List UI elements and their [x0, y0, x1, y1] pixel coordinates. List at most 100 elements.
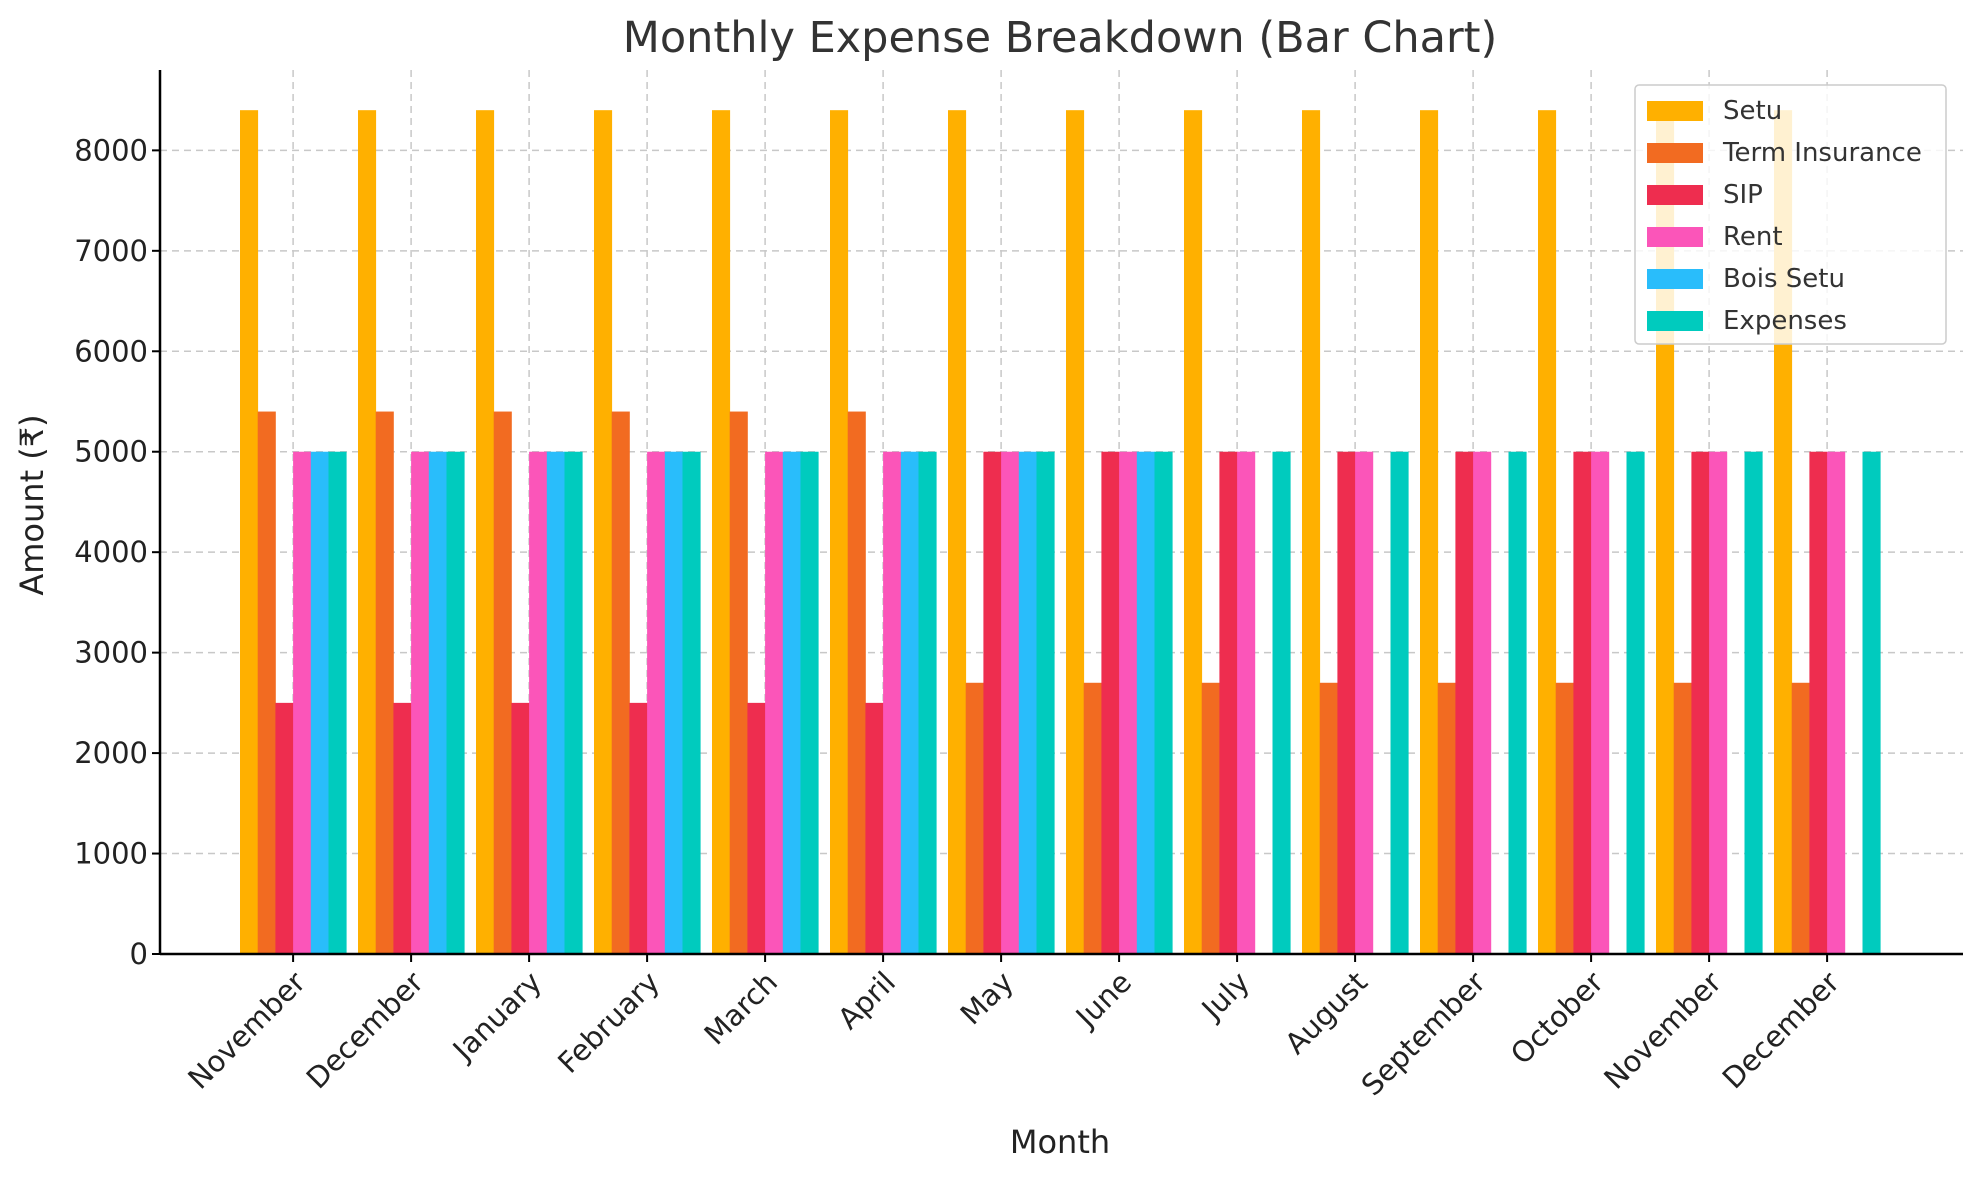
bar-term-insurance	[1437, 682, 1456, 954]
bar-bois-setu	[310, 451, 329, 954]
bar-rent	[1119, 451, 1138, 954]
x-tick-label: October	[1504, 965, 1610, 1071]
bar-setu	[1538, 110, 1557, 954]
y-tick-label: 0	[130, 937, 148, 971]
bar-setu	[830, 110, 849, 954]
legend-label: Rent	[1723, 222, 1783, 252]
bar-setu	[240, 110, 259, 954]
bar-term-insurance	[1083, 682, 1102, 954]
x-tick-label: May	[954, 965, 1020, 1031]
bar-setu	[1420, 110, 1439, 954]
x-tick-label: December	[300, 965, 430, 1095]
legend-label: Setu	[1723, 96, 1782, 126]
y-tick-label: 2000	[74, 736, 148, 770]
x-tick-label: March	[697, 965, 784, 1052]
bar-rent	[1237, 451, 1256, 954]
legend-swatch	[1647, 227, 1703, 247]
y-ticks: 0 1000 2000 3000 4000 5000 6000 7000 8000	[74, 133, 160, 971]
x-tick-label: January	[445, 965, 548, 1068]
bar-expenses	[682, 451, 701, 954]
bar-expenses	[1744, 451, 1763, 954]
legend-swatch	[1647, 185, 1703, 205]
y-tick-label: 5000	[74, 435, 148, 469]
bar-setu	[1184, 110, 1203, 954]
bar-bois-setu	[900, 451, 919, 954]
bar-setu	[712, 110, 731, 954]
y-tick-label: 7000	[74, 234, 148, 268]
legend-swatch	[1647, 311, 1703, 331]
bar-bois-setu	[1018, 451, 1037, 954]
bar-expenses	[328, 451, 347, 954]
bar-expenses	[918, 451, 937, 954]
bar-sip	[1101, 451, 1120, 954]
bar-rent	[1591, 451, 1610, 954]
bar-setu	[1066, 110, 1085, 954]
bar-rent	[1827, 451, 1846, 954]
legend-frame	[1634, 84, 1947, 345]
bar-rent	[1473, 451, 1492, 954]
bar-expenses	[800, 451, 819, 954]
bar-sip	[1691, 451, 1710, 954]
bar-rent	[293, 451, 312, 954]
bar-sip	[629, 702, 648, 954]
bar-setu	[1302, 110, 1321, 954]
x-tick-label: November	[181, 965, 312, 1096]
bar-bois-setu	[1136, 451, 1155, 954]
bar-term-insurance	[965, 682, 984, 954]
bar-term-insurance	[1673, 682, 1692, 954]
bar-sip	[275, 702, 294, 954]
bar-rent	[1709, 451, 1728, 954]
bar-sip	[1219, 451, 1238, 954]
legend-swatch	[1647, 101, 1703, 121]
bar-expenses	[1272, 451, 1291, 954]
bar-sip	[1809, 451, 1828, 954]
axes	[158, 70, 1963, 956]
bar-expenses	[1508, 451, 1527, 954]
y-tick-label: 6000	[74, 334, 148, 368]
y-axis-label: Amount (₹)	[13, 414, 51, 595]
x-tick-label: November	[1597, 965, 1728, 1096]
x-tick-label: June	[1068, 965, 1138, 1035]
bar-sip	[983, 451, 1002, 954]
legend-label: Expenses	[1723, 306, 1847, 336]
bar-term-insurance	[493, 411, 512, 955]
bar-rent	[765, 451, 784, 954]
bar-expenses	[1626, 451, 1645, 954]
bar-term-insurance	[257, 411, 276, 955]
bar-expenses	[564, 451, 583, 954]
y-tick-label: 1000	[74, 837, 148, 871]
bar-sip	[393, 702, 412, 954]
bar-sip	[747, 702, 766, 954]
bar-term-insurance	[1201, 682, 1220, 954]
y-tick-label: 3000	[74, 636, 148, 670]
bar-sip	[1573, 451, 1592, 954]
bar-bois-setu	[428, 451, 447, 954]
bar-setu	[948, 110, 967, 954]
bar-setu	[594, 110, 613, 954]
x-axis-label: Month	[1010, 1123, 1110, 1161]
x-tick-label: July	[1194, 965, 1256, 1027]
bar-term-insurance	[1319, 682, 1338, 954]
bar-bois-setu	[664, 451, 683, 954]
bar-expenses	[1036, 451, 1055, 954]
x-tick-label: December	[1716, 965, 1846, 1095]
bar-expenses	[1154, 451, 1173, 954]
bar-rent	[529, 451, 548, 954]
bar-expenses	[1390, 451, 1409, 954]
bar-rent	[883, 451, 902, 954]
bar-term-insurance	[375, 411, 394, 955]
x-tick-label: August	[1278, 965, 1374, 1061]
bar-expenses	[1862, 451, 1881, 954]
x-tick-label: September	[1355, 965, 1492, 1102]
bar-term-insurance	[611, 411, 630, 955]
bar-sip	[1455, 451, 1474, 954]
legend-label: Bois Setu	[1723, 264, 1845, 294]
x-tick-label: April	[831, 965, 902, 1036]
bar-rent	[647, 451, 666, 954]
legend: Setu Term Insurance SIP Rent Bois Setu Expens…	[1634, 84, 1947, 345]
x-tick-label: February	[551, 965, 666, 1080]
bar-setu	[476, 110, 495, 954]
bar-setu	[358, 110, 377, 954]
